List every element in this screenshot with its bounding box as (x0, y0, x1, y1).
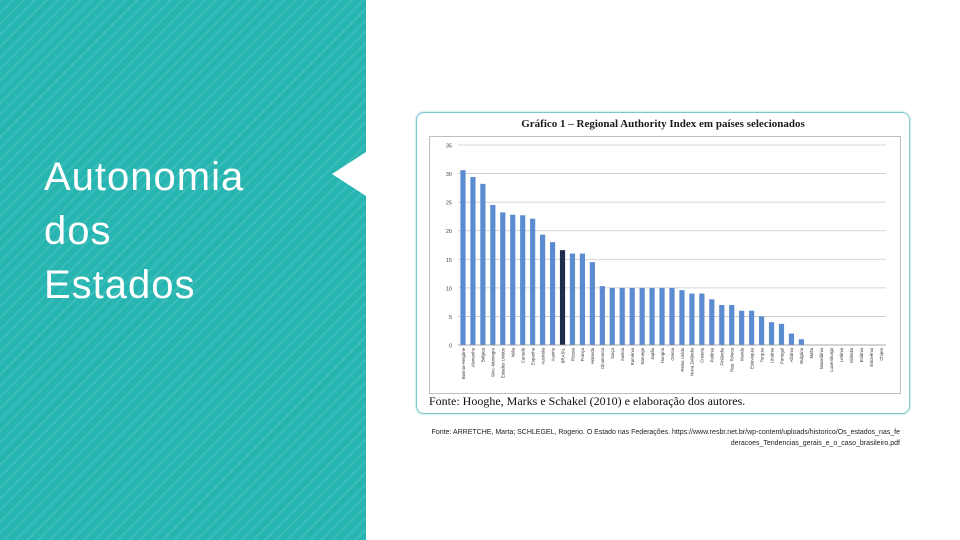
slide-title: Autonomia dos Estados (44, 155, 245, 307)
x-tick-label: Grécia (670, 347, 675, 360)
bar (530, 218, 536, 345)
bar (490, 205, 496, 345)
bar (559, 250, 566, 345)
x-tick-label: Malta (809, 347, 814, 358)
x-tick-label: Sérv.-Montegro (491, 347, 496, 377)
x-tick-label: Eslováquia (749, 347, 754, 369)
x-tick-label: Alemanha (471, 347, 476, 367)
bar (549, 242, 556, 345)
x-tick-label: Rep. Tcheca (730, 347, 735, 371)
y-tick-label: 25 (446, 201, 452, 207)
x-tick-label: Holanda (590, 347, 595, 364)
bar (778, 323, 785, 345)
bar (739, 310, 745, 345)
x-tick-label: Turquia (759, 347, 764, 362)
x-tick-label: Espanha (530, 347, 535, 365)
x-tick-label: Finlândia (720, 347, 725, 365)
figure-source: Fonte: Hooghe, Marks e Schakel (2010) e … (429, 394, 746, 408)
bar (798, 339, 804, 345)
bar (460, 170, 466, 345)
bar (619, 287, 625, 345)
x-tick-label: Bosnia-Hergóne (461, 347, 466, 379)
x-tick-label: Nova Zelândia (690, 347, 695, 375)
x-tick-label: Rússia (570, 347, 575, 361)
x-tick-label: Eslovênia (869, 347, 874, 366)
bar (729, 305, 735, 345)
bar (679, 290, 685, 345)
chart-figure: Gráfico 1 – Regional Authority Index em … (416, 112, 910, 414)
chart-area: 0 5 10 15 20 25 30 35 Bosnia-Hergóne Alemanha Bélg… (429, 136, 901, 394)
bar (709, 299, 715, 345)
x-tick-label: Chipre (879, 347, 884, 360)
x-tick-label: Luxemburgo (829, 347, 834, 371)
bar (589, 262, 595, 345)
x-tick-label: Itália (511, 347, 516, 357)
y-tick-label: 20 (446, 229, 452, 235)
x-tick-label: Albânia (789, 347, 794, 362)
x-tick-label: Lituânia (769, 347, 774, 363)
bar (749, 310, 755, 345)
bar (699, 293, 705, 345)
x-tick-label: Letônia (839, 347, 844, 362)
bar (609, 287, 615, 345)
bar (659, 287, 665, 345)
x-tick-label: Austrália (540, 347, 545, 364)
x-tick-label: Bélgica (481, 347, 486, 362)
x-tick-label: Áustria (550, 347, 555, 361)
x-tick-label: Reino Unido (680, 347, 685, 371)
chart-title: Gráfico 1 – Regional Authority Index em … (521, 118, 805, 130)
x-tick-label: Dinamarca (600, 347, 605, 368)
bar (470, 177, 476, 345)
x-tick-label: Estados Unidos (501, 348, 506, 378)
y-tick-label: 30 (446, 172, 452, 178)
bar (629, 287, 635, 345)
y-tick-label: 35 (446, 144, 452, 150)
x-tick-label: Bulgária (799, 347, 804, 363)
bar (669, 287, 675, 345)
bar (788, 333, 795, 345)
x-tick-label: Noruega (640, 347, 645, 364)
y-tick-label: 15 (446, 258, 452, 264)
x-tick-label: Croácia (700, 347, 705, 362)
bar-chart: 0 5 10 15 20 25 30 35 Bosnia-Hergóne Alemanha Bélg… (446, 144, 886, 379)
bar (540, 234, 546, 345)
x-tick-label: Irlanda (739, 347, 744, 361)
x-tick-label: Islândia (849, 347, 854, 362)
bar (758, 316, 765, 345)
bar (510, 214, 516, 345)
x-tick-label: BRASIL (560, 347, 565, 363)
bar (480, 183, 486, 345)
x-tick-label: Canadá (520, 347, 525, 363)
bar (689, 293, 695, 345)
x-tick-label: Macedônia (819, 347, 824, 369)
bar (520, 215, 526, 345)
x-tick-label: Estônia (859, 347, 864, 362)
x-tick-label: Polônia (710, 347, 715, 362)
y-tick-label: 0 (449, 344, 452, 350)
bar (719, 305, 725, 345)
x-tick-label: Japão (650, 347, 655, 359)
x-tick-label: Hungria (660, 347, 665, 363)
bar (569, 253, 576, 345)
bar (768, 322, 775, 345)
bar (599, 286, 605, 345)
y-tick-label: 10 (446, 286, 452, 292)
bar (639, 287, 645, 345)
title-panel: Autonomia dos Estados (0, 0, 366, 540)
bar (500, 212, 506, 345)
bar (579, 253, 586, 345)
x-tick-label: Portugal (779, 348, 784, 364)
x-tick-label: Romênia (630, 347, 635, 365)
source-caption: Fonte: ARRETCHE, Marta; SCHLEGEL, Rogeri… (431, 429, 900, 447)
bar (649, 287, 655, 345)
y-tick-label: 5 (449, 315, 452, 321)
panel-notch (332, 152, 366, 196)
x-tick-label: Suíça (610, 347, 615, 359)
x-tick-label: Suécia (620, 347, 625, 361)
x-tick-label: França (580, 347, 585, 361)
